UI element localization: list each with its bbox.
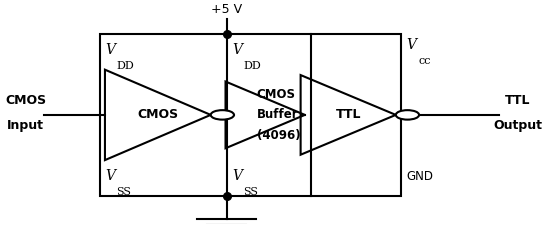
Text: cc: cc	[418, 56, 430, 66]
Text: Buffer: Buffer	[257, 108, 298, 122]
Text: CMOS: CMOS	[137, 108, 178, 122]
Text: V: V	[406, 38, 416, 52]
Text: DD: DD	[243, 61, 261, 71]
Text: V: V	[105, 43, 115, 57]
Text: Input: Input	[7, 119, 44, 132]
Text: (4096): (4096)	[257, 129, 300, 142]
Text: TTL: TTL	[505, 94, 530, 107]
Text: +5 V: +5 V	[211, 3, 242, 16]
Text: SS: SS	[117, 187, 132, 197]
Text: SS: SS	[243, 187, 259, 197]
Circle shape	[396, 110, 419, 120]
Text: V: V	[232, 43, 242, 57]
Bar	[100, 34, 401, 196]
Text: GND: GND	[406, 170, 433, 183]
Text: V: V	[232, 169, 242, 183]
Circle shape	[211, 110, 234, 120]
Text: TTL: TTL	[335, 108, 361, 122]
Text: DD: DD	[117, 61, 135, 71]
Text: Output: Output	[493, 119, 542, 132]
Text: V: V	[105, 169, 115, 183]
Text: CMOS: CMOS	[257, 88, 296, 101]
Text: CMOS: CMOS	[5, 94, 46, 107]
